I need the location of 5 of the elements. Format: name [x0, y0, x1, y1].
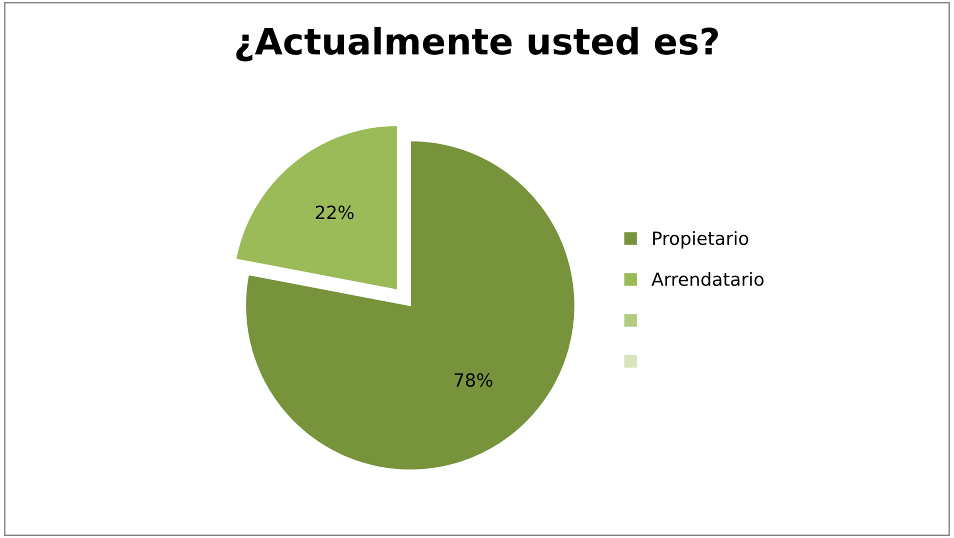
data-label: 22% [316, 206, 354, 220]
data-label: 78% [454, 373, 492, 387]
chart-title: ¿Actualmente usted es? [236, 26, 718, 62]
legend-label: Propietario [653, 231, 748, 249]
legend-label: Arrendatario [651, 272, 764, 286]
